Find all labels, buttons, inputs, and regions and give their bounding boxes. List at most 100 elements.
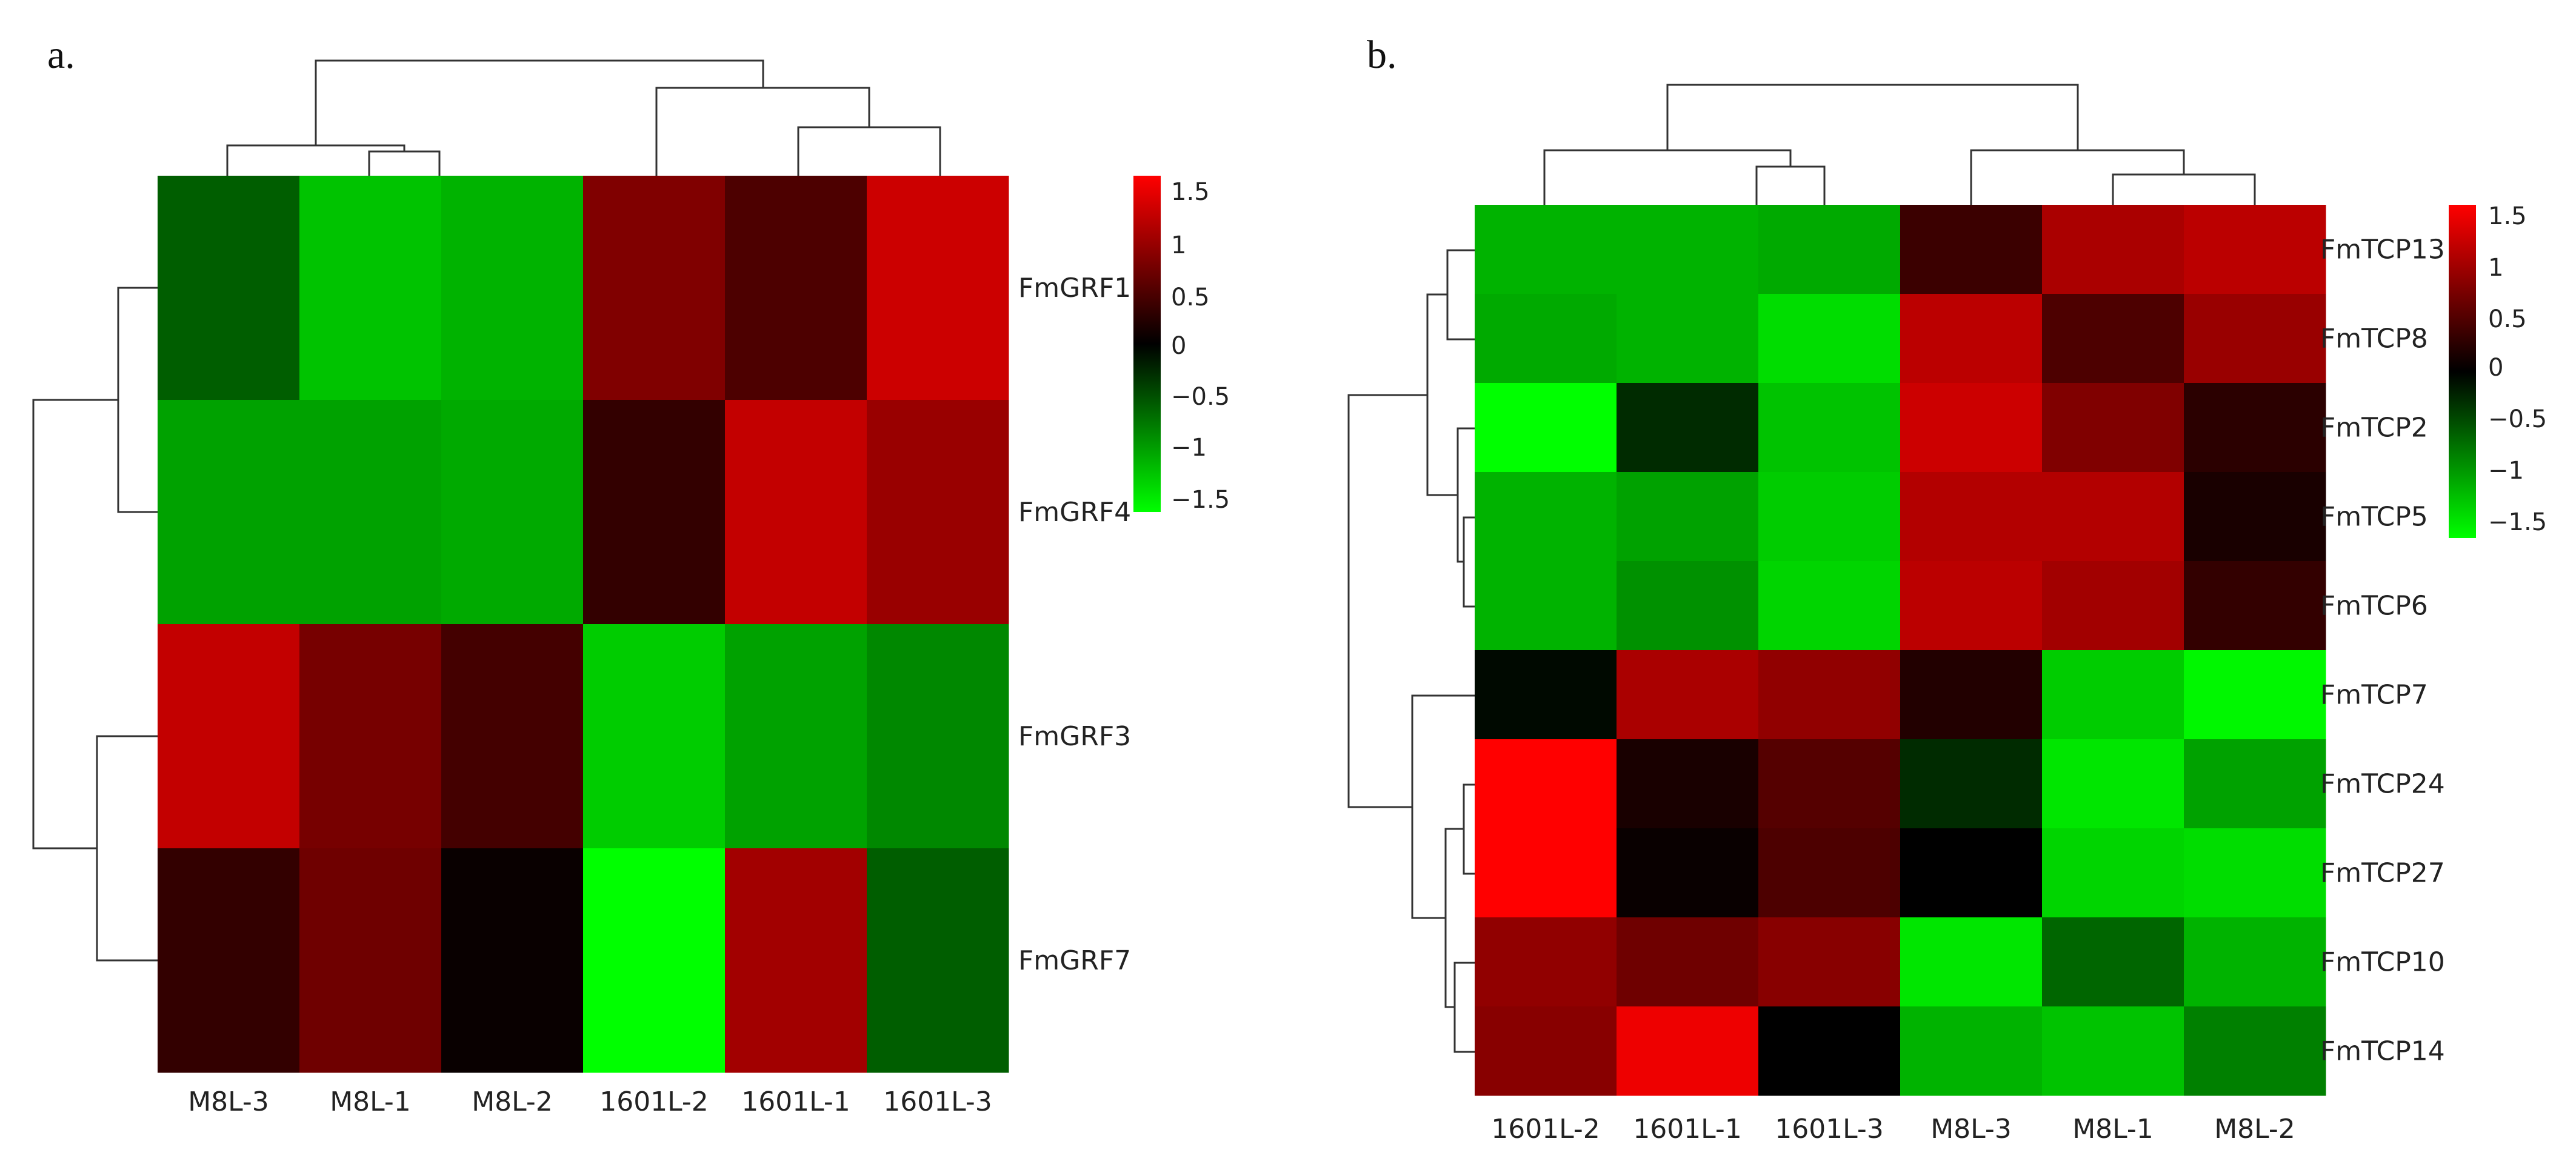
panel-a-cell-fmgrf4-m8l-3 — [158, 400, 300, 625]
panel-b-cell-fmtcp5-1601l-1 — [1617, 472, 1759, 562]
panel-a-column-label: M8L-2 — [472, 1086, 553, 1117]
panel-b-cell-fmtcp24-1601l-1 — [1617, 739, 1759, 829]
panel-b-row-label: FmTCP14 — [2320, 1036, 2445, 1067]
panel-b-cell-fmtcp27-1601l-2 — [1475, 828, 1617, 918]
panel-a-column-label: M8L-3 — [188, 1086, 269, 1117]
panel-a-column-label: 1601L-1 — [741, 1086, 850, 1117]
panel-a-cell-fmgrf1-1601l-1 — [725, 176, 867, 401]
panel-b-cell-fmtcp14-m8l-2 — [2184, 1006, 2326, 1096]
panel-b-cell-fmtcp13-m8l-2 — [2184, 205, 2326, 294]
panel-b-cell-fmtcp27-m8l-2 — [2184, 828, 2326, 918]
panel-b-column-label: 1601L-1 — [1633, 1114, 1742, 1145]
panel-b-cell-fmtcp27-1601l-3 — [1758, 828, 1901, 918]
panel-a-cell-fmgrf4-1601l-1 — [725, 400, 867, 625]
panel-b-cell-fmtcp8-m8l-2 — [2184, 294, 2326, 384]
panel-a-legend-tick: 0 — [1171, 332, 1186, 360]
panel-b-cell-fmtcp6-1601l-3 — [1758, 561, 1901, 651]
panel-b-cell-fmtcp7-1601l-2 — [1475, 650, 1617, 740]
panel-b-cell-fmtcp7-m8l-1 — [2042, 650, 2184, 740]
panel-a-row-label: FmGRF4 — [1018, 497, 1131, 528]
panel-b-cell-fmtcp5-1601l-3 — [1758, 472, 1901, 562]
panel-b-cell-fmtcp24-m8l-1 — [2042, 739, 2184, 829]
panel-b-legend-tick: −0.5 — [2488, 405, 2547, 433]
panel-b-cell-fmtcp8-1601l-1 — [1617, 294, 1759, 384]
panel-a-cell-fmgrf4-m8l-2 — [441, 400, 584, 625]
panel-a-legend-tick: −1 — [1171, 434, 1207, 462]
panel-b-cell-fmtcp6-1601l-2 — [1475, 561, 1617, 651]
panel-b-column-label: M8L-1 — [2072, 1114, 2154, 1145]
panel-b-row-label: FmTCP8 — [2320, 324, 2428, 354]
panel-b-cell-fmtcp2-m8l-1 — [2042, 383, 2184, 473]
panel-b-cell-fmtcp13-1601l-1 — [1617, 205, 1759, 294]
panel-b-row-label: FmTCP7 — [2320, 680, 2428, 711]
panel-a-cell-fmgrf7-m8l-2 — [441, 848, 584, 1073]
panel-a-legend-tick: −0.5 — [1171, 383, 1230, 411]
panel-b-cell-fmtcp7-1601l-1 — [1617, 650, 1759, 740]
panel-b-cell-fmtcp13-m8l-1 — [2042, 205, 2184, 294]
panel-a-cell-fmgrf1-m8l-1 — [299, 176, 442, 401]
panel-b-cell-fmtcp6-m8l-2 — [2184, 561, 2326, 651]
panel-a-cell-fmgrf3-1601l-1 — [725, 624, 867, 849]
panel-a-cell-fmgrf4-1601l-2 — [583, 400, 726, 625]
panel-a-column-label: M8L-1 — [330, 1086, 411, 1117]
panel-a-cell-fmgrf7-1601l-1 — [725, 848, 867, 1073]
panel-a-column-dendrogram — [226, 59, 941, 176]
panel-b-row-label: FmTCP27 — [2320, 858, 2445, 889]
panel-a-legend-gradient — [1133, 176, 1161, 512]
panel-a-color-legend: 1.5 1 0.5 0 −0.5 −1 −1.5 — [1133, 176, 1230, 514]
panel-b-cell-fmtcp5-1601l-2 — [1475, 472, 1617, 562]
panel-b-column-dendrogram — [1543, 84, 2256, 205]
panel-b-row-label: FmTCP2 — [2320, 413, 2428, 444]
panel-a-legend-tick: 1 — [1171, 231, 1186, 259]
panel-b-cell-fmtcp24-m8l-2 — [2184, 739, 2326, 829]
panel-b-row-dendrogram — [1347, 249, 1475, 1053]
panel-b-cell-fmtcp2-1601l-1 — [1617, 383, 1759, 473]
panel-b-row-label: FmTCP24 — [2320, 769, 2445, 800]
panel-b-cell-fmtcp27-m8l-1 — [2042, 828, 2184, 918]
panel-b-cell-fmtcp14-m8l-1 — [2042, 1006, 2184, 1096]
panel-b-cell-fmtcp6-m8l-3 — [1900, 561, 2043, 651]
panel-b-cell-fmtcp7-1601l-3 — [1758, 650, 1901, 740]
panel-b-cell-fmtcp2-m8l-2 — [2184, 383, 2326, 473]
panel-b-row-label: FmTCP13 — [2320, 234, 2445, 265]
panel-b-cell-fmtcp14-1601l-1 — [1617, 1006, 1759, 1096]
panel-a: a. M8L-3 M8L-1 M8L-2 1601L-2 1601L-1 1601L-3 F… — [32, 33, 1230, 1117]
panel-b-label: b. — [1367, 33, 1397, 77]
panel-a-cell-fmgrf3-m8l-1 — [299, 624, 442, 849]
panel-b-legend-tick: 0 — [2488, 354, 2503, 382]
panel-a-legend-tick: 0.5 — [1171, 284, 1210, 311]
panel-a-label: a. — [47, 33, 75, 77]
panel-a-column-label: 1601L-2 — [599, 1086, 709, 1117]
panel-a-cell-fmgrf7-m8l-1 — [299, 848, 442, 1073]
panel-b-legend-tick: 0.5 — [2488, 305, 2527, 333]
panel-a-cell-fmgrf7-m8l-3 — [158, 848, 300, 1073]
panel-a-cell-fmgrf1-1601l-2 — [583, 176, 726, 401]
panel-b-cell-fmtcp7-m8l-3 — [1900, 650, 2043, 740]
panel-b-color-legend: 1.5 1 0.5 0 −0.5 −1 −1.5 — [2449, 202, 2547, 538]
panel-a-row-label: FmGRF7 — [1018, 945, 1131, 976]
panel-b-legend-tick: −1.5 — [2488, 508, 2547, 536]
panel-b-cell-fmtcp10-1601l-2 — [1475, 917, 1617, 1007]
panel-a-cell-fmgrf3-1601l-3 — [867, 624, 1009, 849]
panel-a-cell-fmgrf3-1601l-2 — [583, 624, 726, 849]
panel-b-cell-fmtcp2-1601l-2 — [1475, 383, 1617, 473]
panel-b-row-label: FmTCP5 — [2320, 502, 2428, 533]
panel-b-cell-fmtcp5-m8l-2 — [2184, 472, 2326, 562]
panel-b-cell-fmtcp5-m8l-3 — [1900, 472, 2043, 562]
panel-b-cell-fmtcp6-m8l-1 — [2042, 561, 2184, 651]
panel-b-cell-fmtcp10-m8l-3 — [1900, 917, 2043, 1007]
panel-a-legend-tick: −1.5 — [1171, 486, 1230, 514]
panel-b-column-label: M8L-2 — [2214, 1114, 2295, 1145]
panel-a-cell-fmgrf3-m8l-2 — [441, 624, 584, 849]
panel-b-cell-fmtcp14-m8l-3 — [1900, 1006, 2043, 1096]
panel-a-row-dendrogram — [32, 287, 158, 962]
panel-a-cell-fmgrf1-1601l-3 — [867, 176, 1009, 401]
panel-a-cell-fmgrf7-1601l-3 — [867, 848, 1009, 1073]
panel-b-cell-fmtcp2-1601l-3 — [1758, 383, 1901, 473]
panel-b-cell-fmtcp13-1601l-2 — [1475, 205, 1617, 294]
panel-a-cell-fmgrf4-1601l-3 — [867, 400, 1009, 625]
panel-a-row-label: FmGRF1 — [1018, 273, 1131, 304]
panel-a-row-label: FmGRF3 — [1018, 721, 1131, 752]
panel-b-legend-gradient — [2449, 205, 2476, 538]
panel-b-cell-fmtcp8-m8l-3 — [1900, 294, 2043, 384]
